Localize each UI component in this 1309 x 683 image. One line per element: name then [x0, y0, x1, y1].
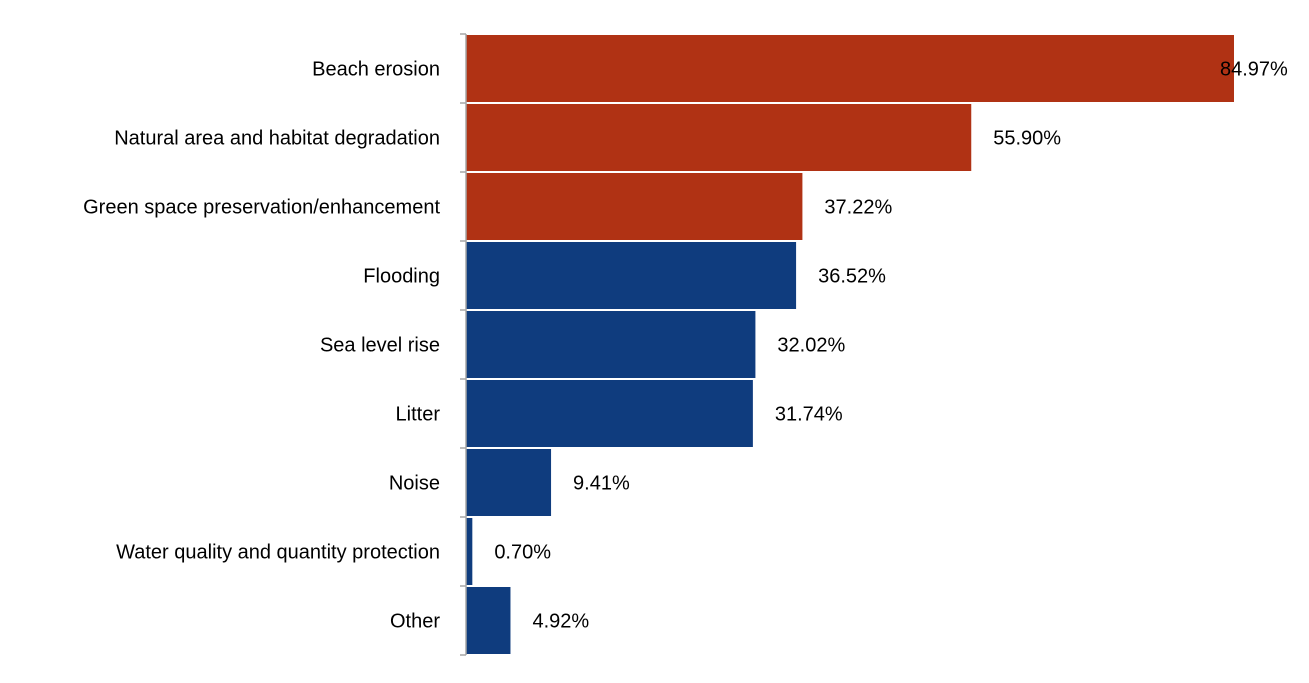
category-label-3: Flooding [363, 266, 440, 288]
category-label-1: Natural area and habitat degradation [114, 128, 440, 150]
bar-7 [466, 518, 473, 585]
value-label-7: 0.70% [494, 542, 551, 564]
value-label-4: 32.02% [777, 335, 845, 357]
bar-8 [466, 587, 511, 654]
value-label-1: 55.90% [993, 128, 1061, 150]
value-label-2: 37.22% [824, 197, 892, 219]
bars-layer [466, 35, 1234, 654]
bar-4 [466, 311, 756, 378]
value-label-0: 84.97% [1220, 59, 1288, 81]
bar-0 [466, 35, 1234, 102]
value-label-6: 9.41% [573, 473, 630, 495]
category-label-4: Sea level rise [320, 335, 440, 357]
category-label-6: Noise [389, 473, 440, 495]
value-labels-layer: 84.97% 55.90% 37.22% 36.52% 32.02% 31.74% 9.41… [494, 59, 1288, 633]
bar-2 [466, 173, 803, 240]
category-label-0: Beach erosion [312, 59, 440, 81]
bar-6 [466, 449, 552, 516]
category-label-5: Litter [396, 404, 441, 426]
category-label-8: Other [390, 611, 440, 633]
category-label-7: Water quality and quantity protection [116, 542, 440, 564]
value-label-5: 31.74% [775, 404, 843, 426]
bar-5 [466, 380, 753, 447]
bar-3 [466, 242, 797, 309]
category-label-2: Green space preservation/enhancement [83, 197, 440, 219]
axis-layer [460, 33, 467, 656]
category-labels-layer: Beach erosion Natural area and habitat de… [83, 59, 440, 633]
value-label-8: 4.92% [532, 611, 589, 633]
value-label-3: 36.52% [818, 266, 886, 288]
bar-1 [466, 104, 972, 171]
